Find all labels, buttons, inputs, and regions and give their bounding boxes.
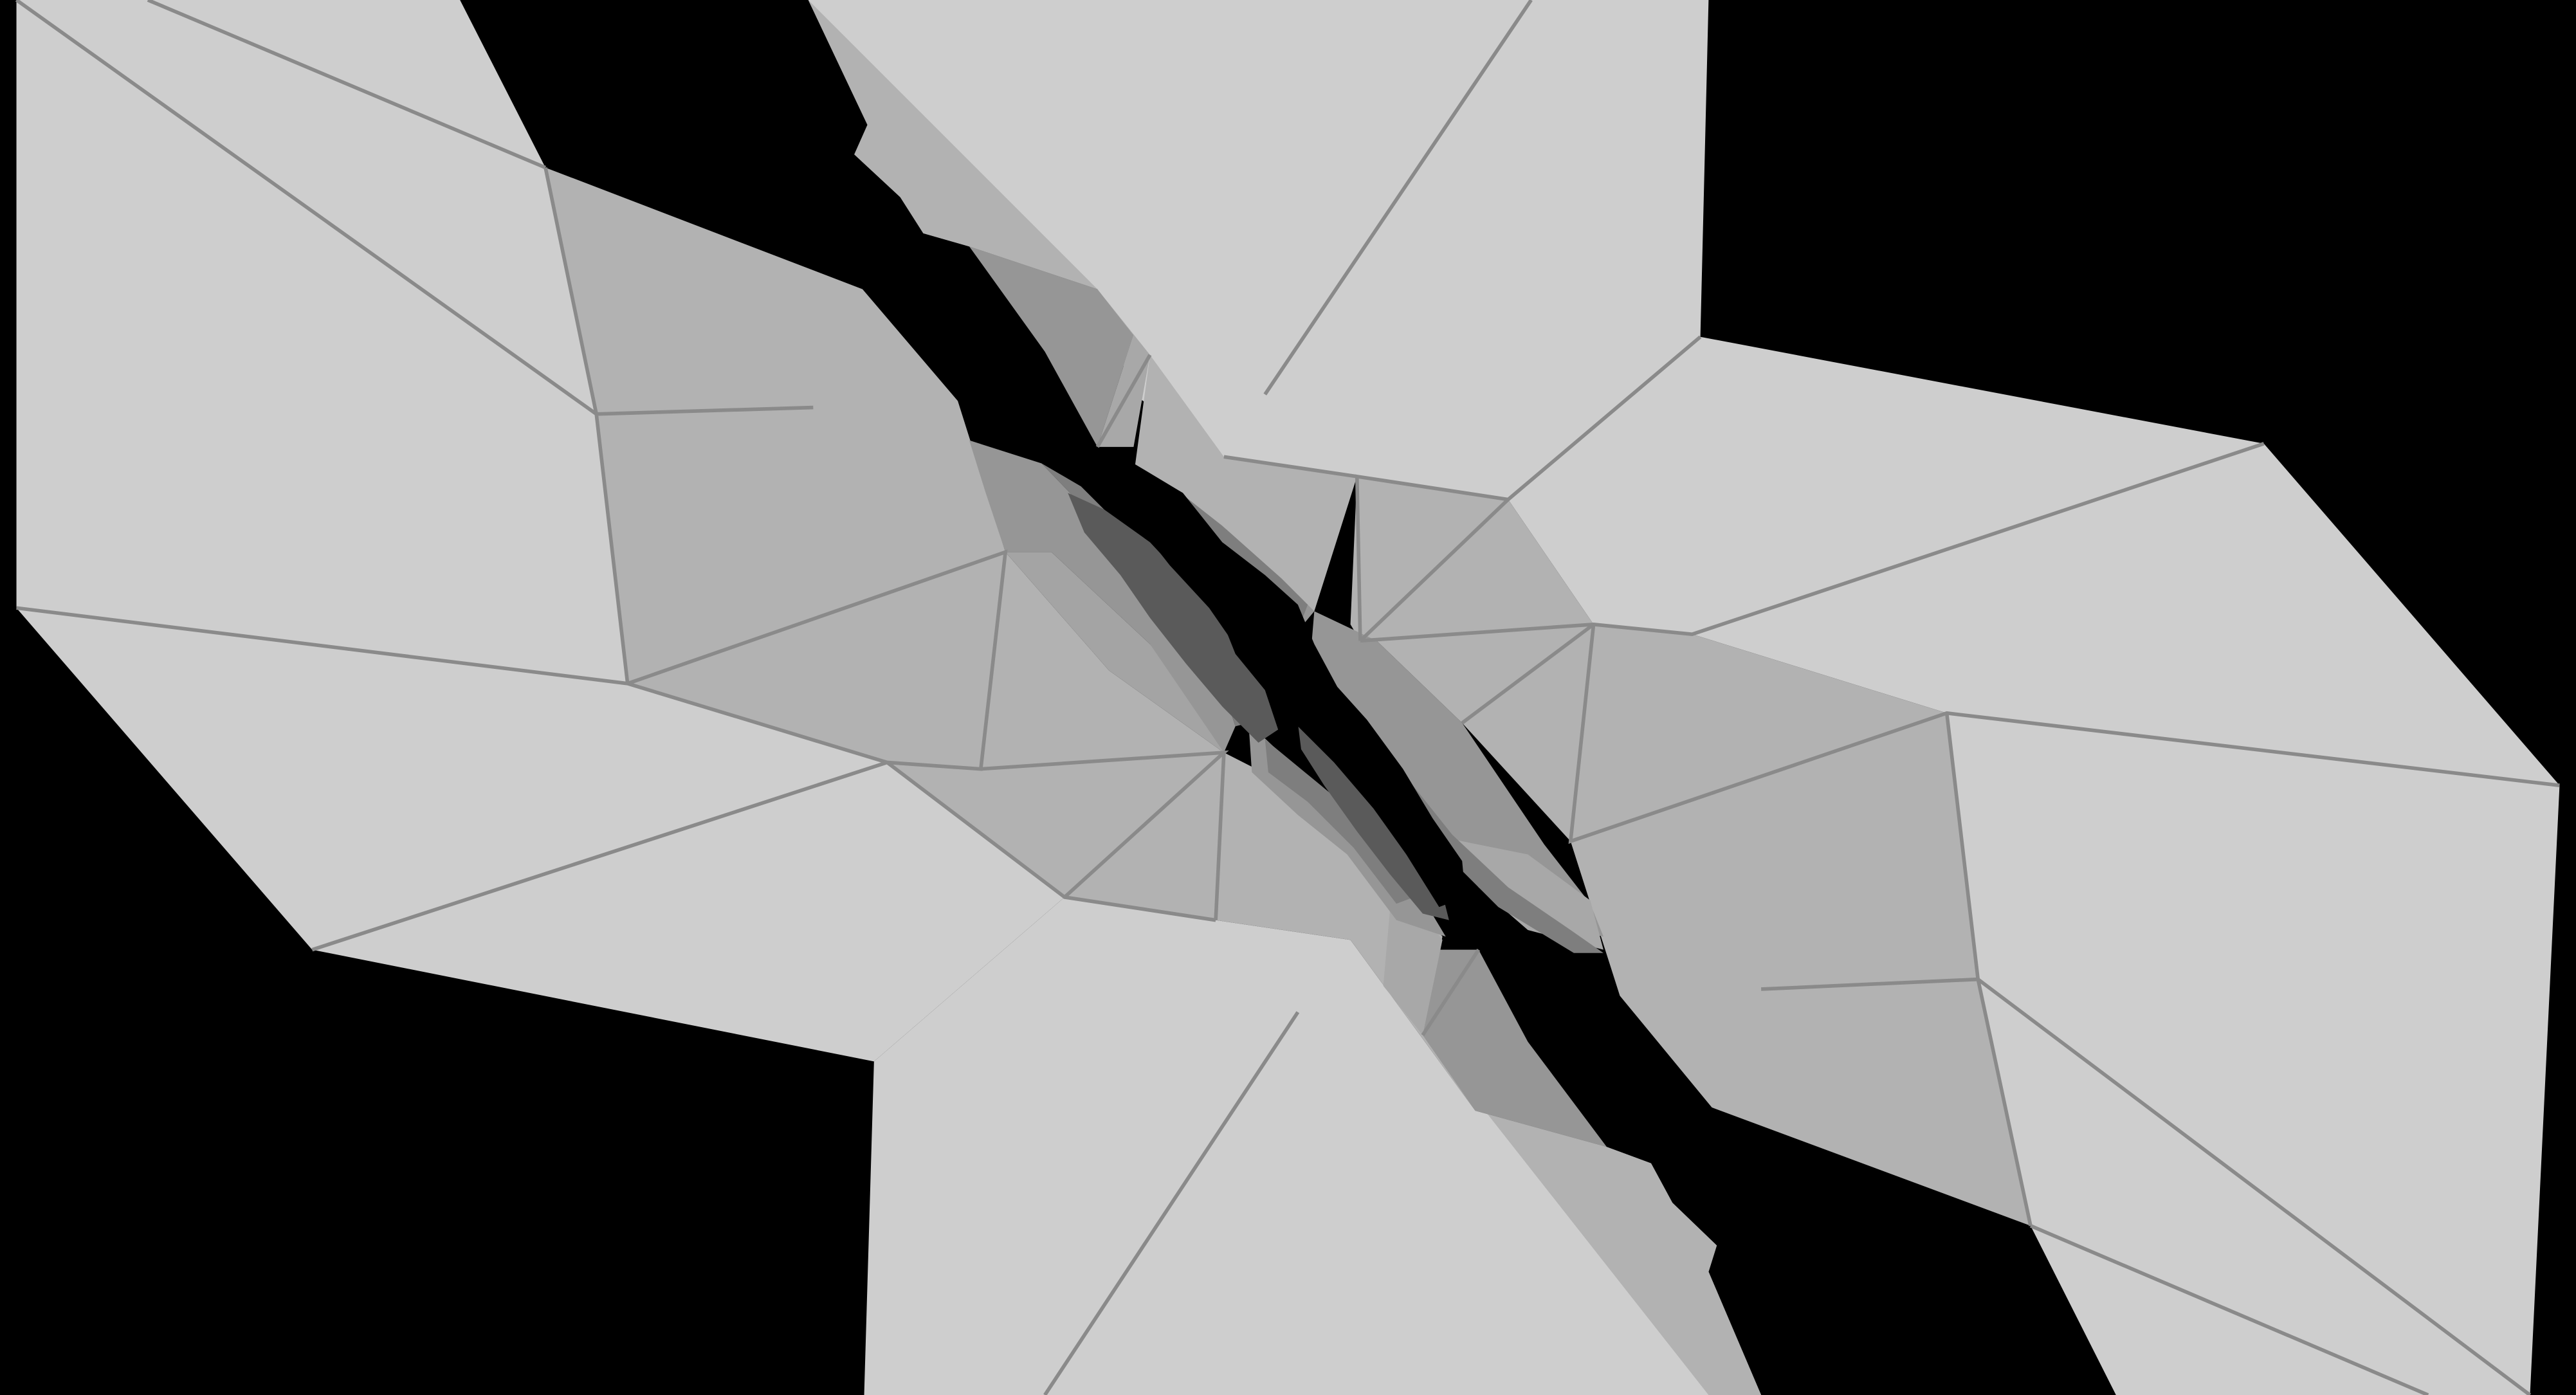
mesh-lobe-bottom xyxy=(864,723,1762,1395)
mesh-edge xyxy=(1214,752,1226,920)
mesh-edge xyxy=(544,167,630,684)
mesh-edge xyxy=(311,760,888,952)
mesh-face xyxy=(545,167,1006,684)
mesh-face xyxy=(969,440,1236,753)
mesh-face xyxy=(1097,289,1150,447)
mesh-face xyxy=(1570,713,2031,1226)
mesh-edges xyxy=(15,0,2560,1395)
mesh-edge xyxy=(1461,623,1595,725)
mesh-face xyxy=(1117,463,1466,907)
mesh-face xyxy=(808,0,1709,500)
mesh-edge xyxy=(1358,498,1510,643)
mesh-face xyxy=(627,552,1006,769)
mesh-edge xyxy=(2029,1224,2429,1395)
mesh-face xyxy=(969,246,1134,447)
mesh-edge xyxy=(1760,977,2532,1395)
mesh-edge xyxy=(1263,0,1533,396)
mesh-edge xyxy=(1421,949,1481,1037)
mesh-face xyxy=(16,608,1065,1062)
mesh-lobe-upper-left xyxy=(0,0,1249,1062)
mesh-edge xyxy=(626,549,1216,922)
mesh-edge xyxy=(1043,1011,1300,1395)
mesh-face xyxy=(1508,336,2560,1395)
mesh-edge xyxy=(1355,335,1702,641)
mesh-face xyxy=(1350,940,1762,1395)
mesh-face xyxy=(1005,552,1224,753)
mesh-edge xyxy=(1223,455,1358,479)
mesh-face xyxy=(864,897,1762,1395)
mesh-crevice xyxy=(1068,463,1466,920)
mesh-edge xyxy=(1095,354,1152,448)
mesh-face xyxy=(0,0,628,684)
mesh-face xyxy=(1462,624,1947,842)
mesh-face xyxy=(1068,493,1279,743)
mesh-face xyxy=(1350,476,1508,641)
mesh-face xyxy=(1133,354,1357,612)
mesh-face xyxy=(887,752,1224,920)
mesh-edge xyxy=(1360,442,2265,643)
mesh-face xyxy=(1422,949,1607,1147)
mesh-face xyxy=(980,552,1224,769)
mesh-edge xyxy=(147,0,547,170)
mesh-face xyxy=(1297,723,1449,920)
mesh-face xyxy=(1311,611,1603,937)
mesh-lobe-right xyxy=(1311,336,2560,1395)
mesh-edge xyxy=(1568,624,2560,844)
